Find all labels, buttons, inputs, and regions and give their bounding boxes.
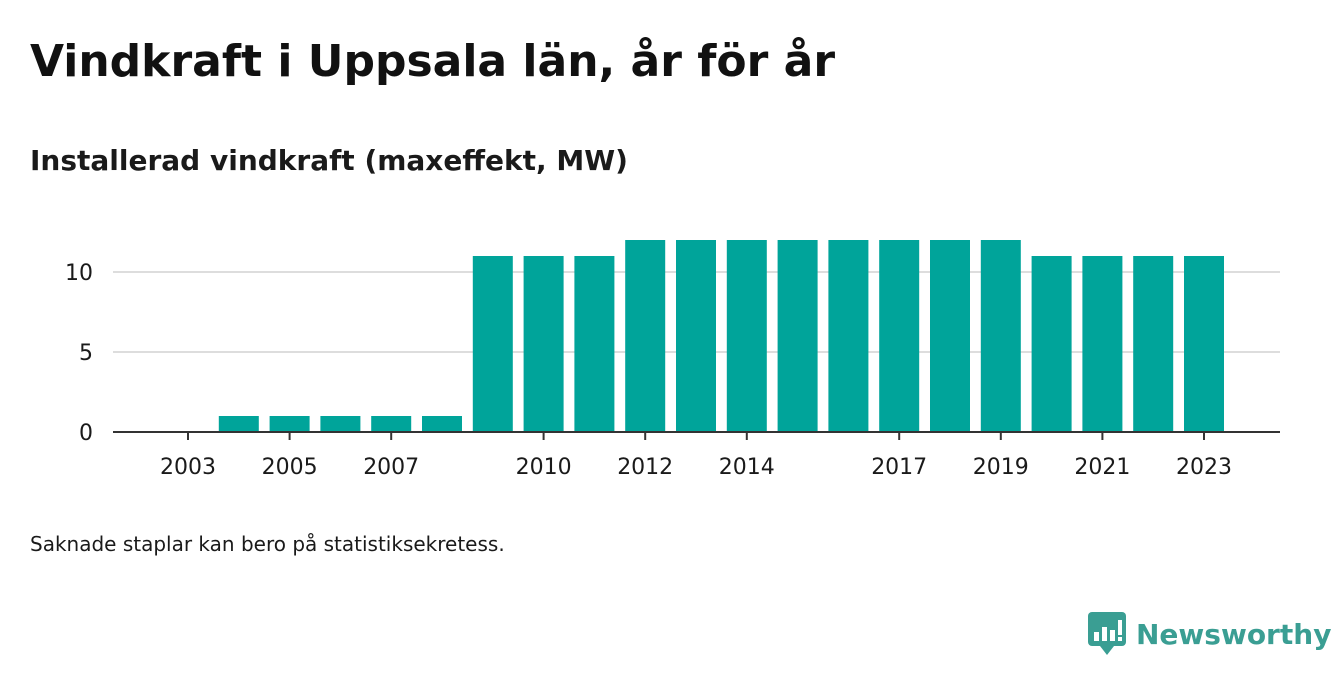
chart-title: Vindkraft i Uppsala län, år för år bbox=[30, 36, 836, 87]
brand-logo[interactable]: Newsworthy bbox=[1088, 610, 1331, 658]
axes: 0 5 10 2003 2005 2007 2010 2012 2014 2017 2019 2021… bbox=[65, 261, 1280, 480]
bar-2023 bbox=[1184, 256, 1224, 432]
x-tick-label: 2019 bbox=[973, 455, 1029, 480]
x-tick-label: 2023 bbox=[1176, 455, 1232, 480]
bar-2020 bbox=[1031, 256, 1072, 432]
bar-2008 bbox=[422, 416, 462, 432]
brand-name: Newsworthy bbox=[1136, 617, 1332, 651]
x-tick-label: 2012 bbox=[617, 455, 673, 480]
bar-2010 bbox=[523, 256, 564, 432]
bars bbox=[218, 240, 1224, 432]
bar-2022 bbox=[1133, 256, 1174, 432]
bar-2014 bbox=[726, 240, 767, 432]
bar-2011 bbox=[574, 256, 615, 432]
x-tick-label: 2014 bbox=[719, 455, 775, 480]
y-tick-label: 5 bbox=[79, 341, 93, 366]
bar-2009 bbox=[472, 256, 513, 432]
y-tick-label: 0 bbox=[79, 421, 93, 446]
x-tick-label: 2005 bbox=[262, 455, 318, 480]
bar-2006 bbox=[320, 416, 361, 432]
bar-2021 bbox=[1082, 256, 1123, 432]
bar-2017 bbox=[879, 240, 920, 432]
bar-2004 bbox=[218, 416, 259, 432]
bar-2019 bbox=[980, 240, 1021, 432]
chart-subtitle: Installerad vindkraft (maxeffekt, MW) bbox=[30, 144, 628, 177]
bar-2012 bbox=[625, 240, 666, 432]
y-tick-label: 10 bbox=[65, 261, 93, 286]
x-tick-label: 2021 bbox=[1074, 455, 1130, 480]
bar-2015 bbox=[777, 240, 818, 432]
bar-2005 bbox=[269, 416, 310, 432]
newsworthy-logo-icon bbox=[1088, 612, 1126, 655]
x-tick-label: 2007 bbox=[363, 455, 419, 480]
x-tick-label: 2003 bbox=[160, 455, 216, 480]
x-tick-label: 2010 bbox=[516, 455, 572, 480]
bar-2007 bbox=[371, 416, 412, 432]
x-tick-label: 2017 bbox=[871, 455, 927, 480]
bar-2016 bbox=[828, 240, 869, 432]
bar-2018 bbox=[930, 240, 970, 432]
bar-2013 bbox=[676, 240, 716, 432]
footnote: Saknade staplar kan bero på statistiksek… bbox=[30, 532, 505, 556]
